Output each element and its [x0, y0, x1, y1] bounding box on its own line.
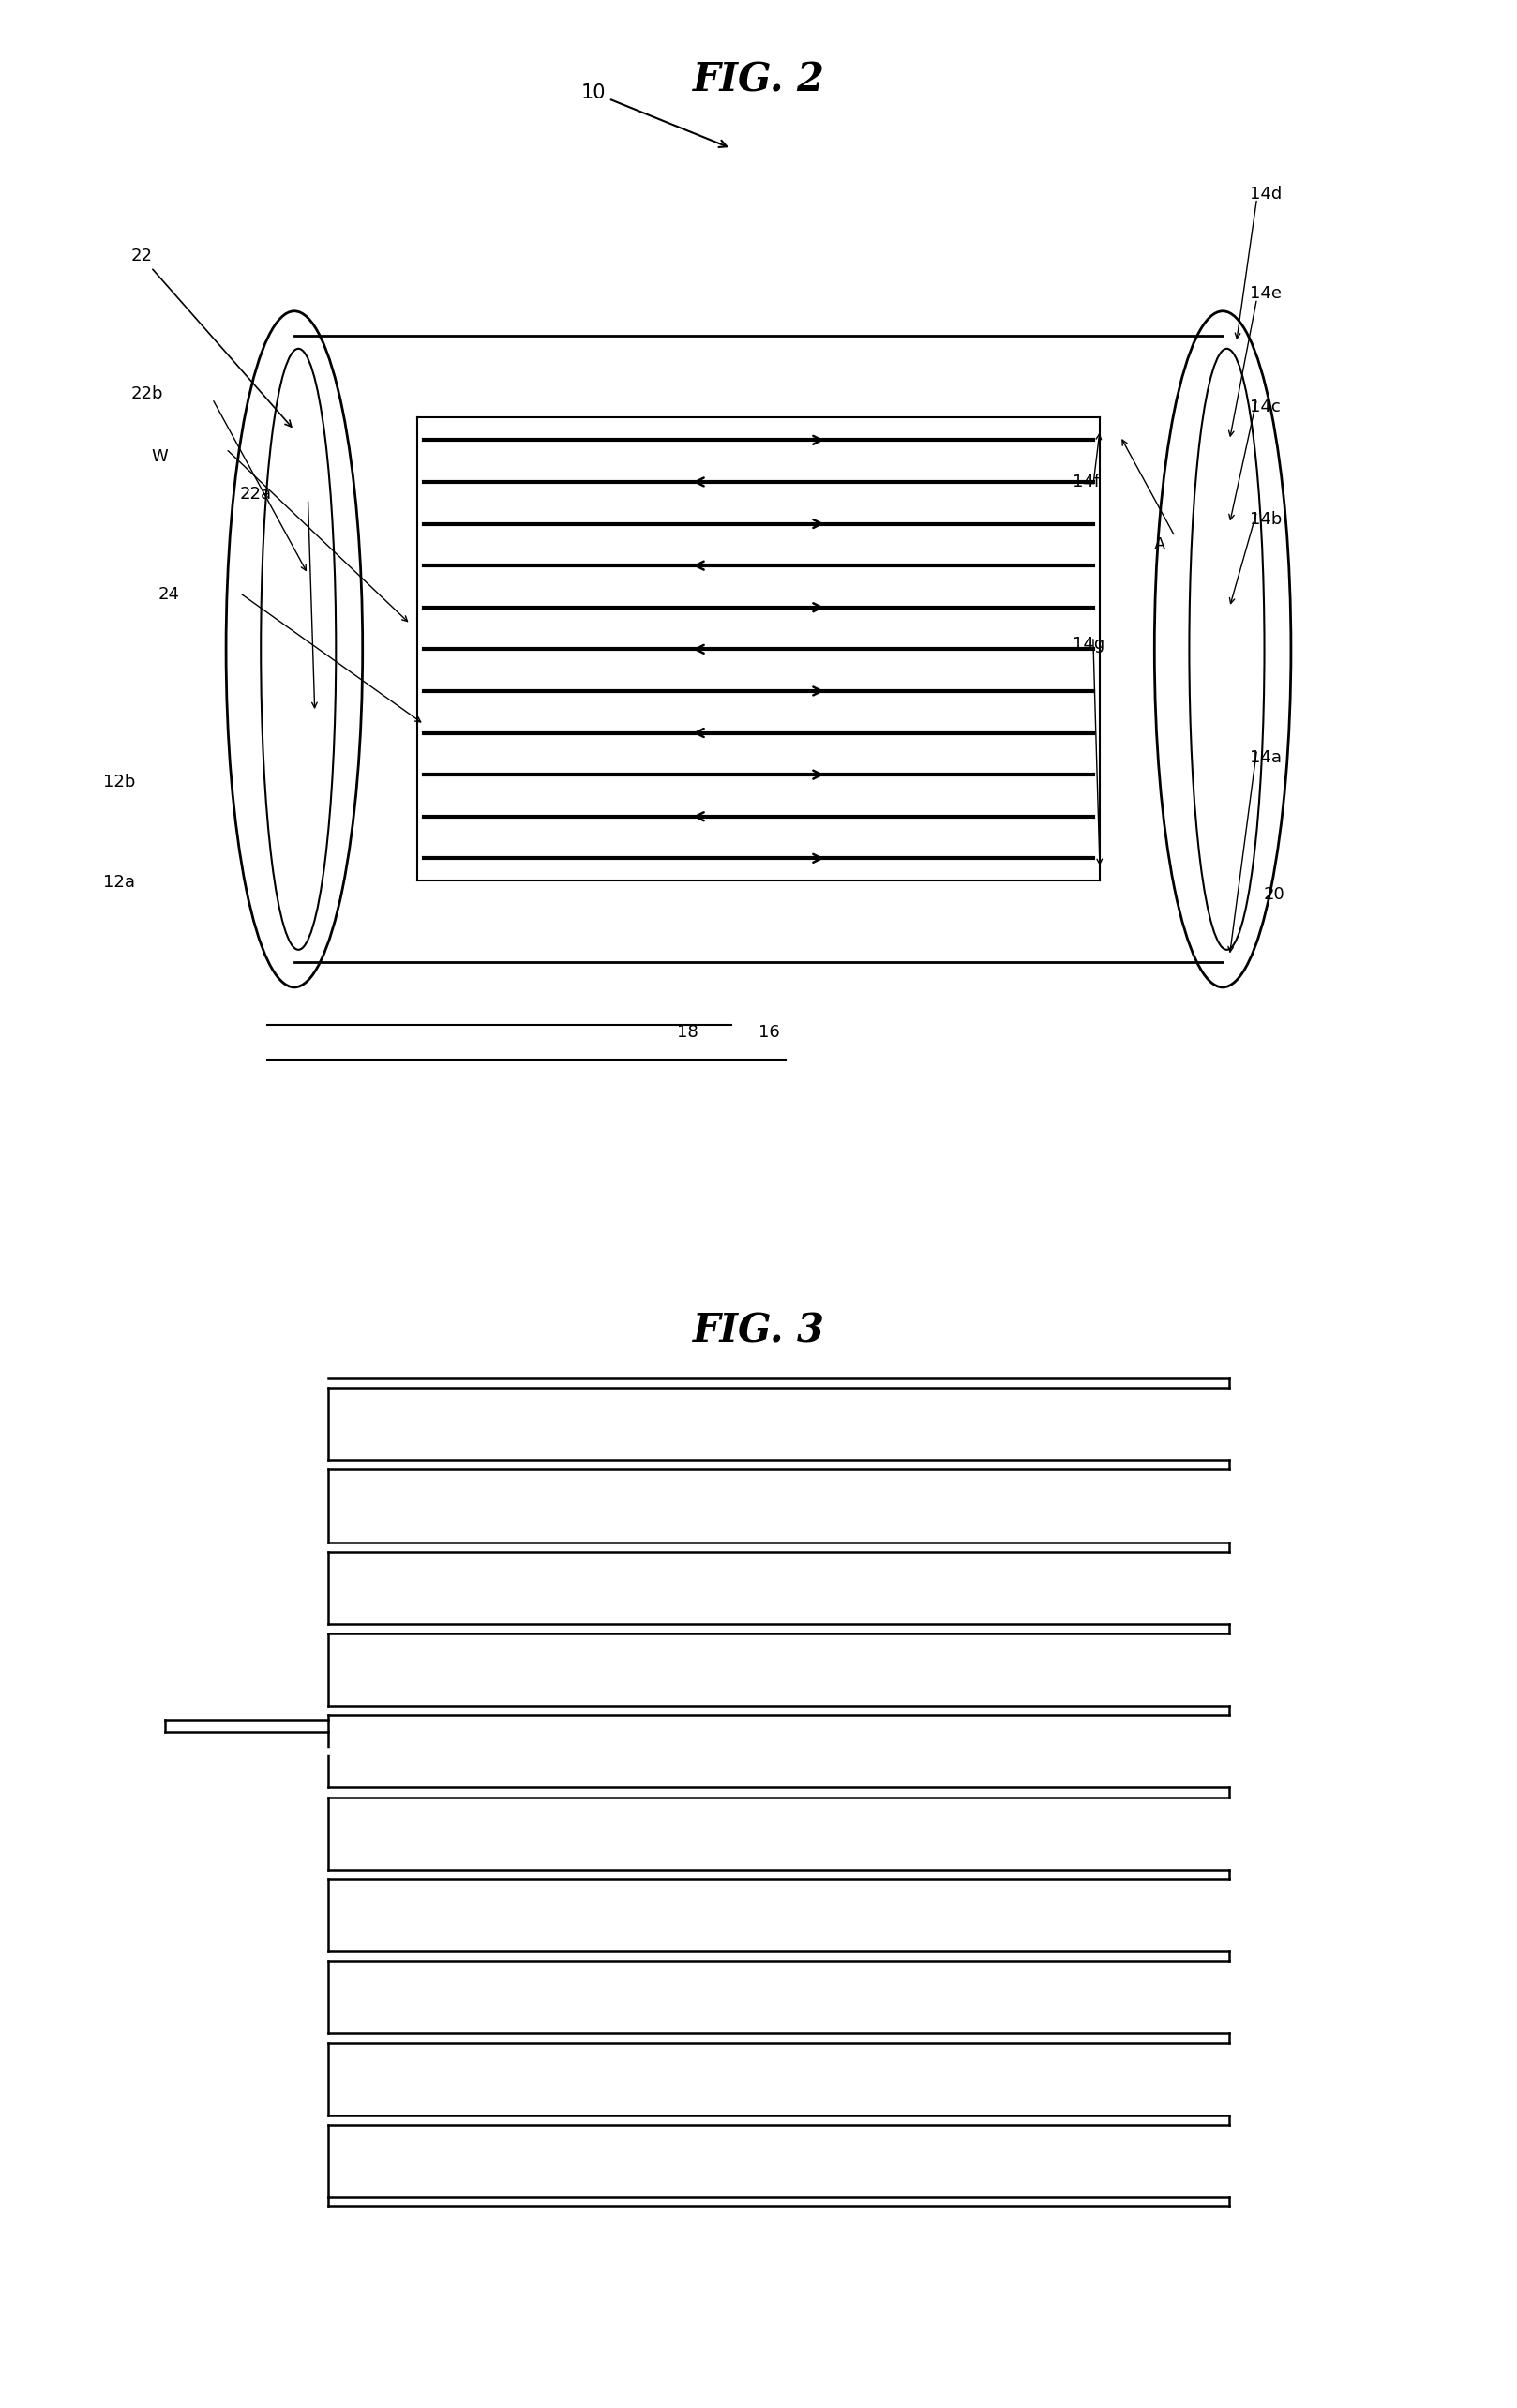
Text: 16: 16: [758, 1023, 780, 1040]
Text: FIG. 2: FIG. 2: [692, 60, 825, 101]
Text: 22b: 22b: [130, 385, 162, 402]
Text: 14c: 14c: [1250, 397, 1280, 414]
Text: 14f: 14f: [1073, 474, 1100, 491]
Text: W: W: [152, 448, 167, 465]
Text: 22: 22: [130, 248, 291, 426]
Text: 14d: 14d: [1250, 185, 1282, 202]
Text: 18: 18: [677, 1023, 698, 1040]
Text: 14e: 14e: [1250, 287, 1282, 303]
Text: 14g: 14g: [1073, 636, 1104, 653]
Text: 12b: 12b: [103, 773, 135, 790]
Text: FIG. 3: FIG. 3: [692, 1310, 825, 1351]
Text: A: A: [1154, 537, 1167, 554]
Text: 10: 10: [581, 84, 727, 147]
Text: 12a: 12a: [103, 874, 135, 891]
Text: 14a: 14a: [1250, 749, 1282, 766]
Text: 22a: 22a: [240, 486, 272, 503]
Text: 14b: 14b: [1250, 510, 1282, 527]
Text: 20: 20: [1264, 886, 1285, 903]
Text: 24: 24: [158, 585, 179, 602]
